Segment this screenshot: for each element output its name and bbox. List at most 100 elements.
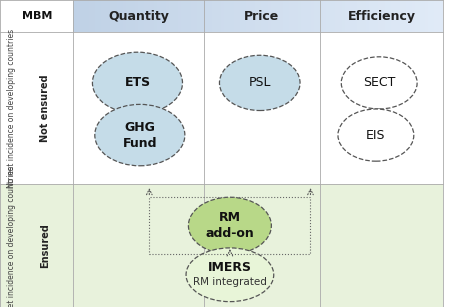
Bar xyxy=(345,0,348,32)
Ellipse shape xyxy=(341,57,417,109)
Bar xyxy=(301,0,304,32)
Bar xyxy=(172,0,175,32)
Bar xyxy=(110,0,113,32)
Bar xyxy=(119,0,123,32)
Bar xyxy=(286,0,289,32)
Text: GHG
Fund: GHG Fund xyxy=(123,121,157,150)
Text: Efficiency: Efficiency xyxy=(347,10,416,23)
Bar xyxy=(215,0,218,32)
Bar xyxy=(292,0,295,32)
Bar xyxy=(431,0,434,32)
Text: RM
add-on: RM add-on xyxy=(206,211,254,240)
Bar xyxy=(113,0,117,32)
Text: MBM: MBM xyxy=(21,11,52,21)
Bar xyxy=(98,0,101,32)
Bar xyxy=(394,0,397,32)
Ellipse shape xyxy=(338,109,414,161)
Bar xyxy=(141,0,144,32)
Bar xyxy=(419,0,422,32)
Bar xyxy=(412,0,415,32)
Bar xyxy=(295,0,299,32)
Text: No net incidence on developing countries: No net incidence on developing countries xyxy=(8,29,16,188)
Bar xyxy=(234,0,237,32)
Bar xyxy=(160,0,163,32)
Bar xyxy=(410,0,412,32)
Bar xyxy=(228,0,230,32)
Bar xyxy=(147,0,150,32)
Bar xyxy=(154,0,156,32)
Bar xyxy=(406,0,409,32)
Bar xyxy=(138,0,141,32)
Text: Ensured: Ensured xyxy=(40,223,50,268)
Bar xyxy=(206,0,209,32)
Bar xyxy=(283,0,286,32)
Bar xyxy=(332,0,336,32)
Text: PSL: PSL xyxy=(248,76,271,89)
Text: No net incidence on developing countries: No net incidence on developing countries xyxy=(8,166,16,307)
Bar xyxy=(378,0,382,32)
Bar xyxy=(415,0,419,32)
Bar xyxy=(169,0,172,32)
Bar xyxy=(262,0,264,32)
Bar xyxy=(246,0,249,32)
Ellipse shape xyxy=(95,104,185,166)
Bar xyxy=(132,0,135,32)
Bar xyxy=(0,32,443,184)
Bar xyxy=(149,197,310,254)
Bar xyxy=(320,0,323,32)
Bar xyxy=(336,0,338,32)
Text: EIS: EIS xyxy=(366,129,386,142)
Bar xyxy=(95,0,98,32)
Bar xyxy=(351,0,354,32)
Bar xyxy=(304,0,308,32)
Bar xyxy=(144,0,147,32)
Bar xyxy=(258,0,262,32)
Ellipse shape xyxy=(188,197,271,254)
Text: Quantity: Quantity xyxy=(108,10,169,23)
Bar xyxy=(388,0,391,32)
Bar xyxy=(311,0,314,32)
Bar xyxy=(385,0,388,32)
Bar xyxy=(73,0,76,32)
Bar xyxy=(212,0,215,32)
Bar xyxy=(299,0,301,32)
Text: Price: Price xyxy=(244,10,280,23)
Text: ETS: ETS xyxy=(124,76,151,89)
Bar xyxy=(221,0,224,32)
Bar xyxy=(135,0,138,32)
Bar xyxy=(428,0,431,32)
Bar xyxy=(267,0,271,32)
Bar xyxy=(354,0,357,32)
Bar xyxy=(166,0,169,32)
Bar xyxy=(126,0,129,32)
Bar xyxy=(375,0,378,32)
Bar xyxy=(373,0,375,32)
Bar xyxy=(308,0,311,32)
Bar xyxy=(329,0,332,32)
Bar xyxy=(314,0,317,32)
Bar xyxy=(156,0,160,32)
Bar xyxy=(76,0,80,32)
Bar xyxy=(240,0,243,32)
Ellipse shape xyxy=(186,248,274,301)
Bar xyxy=(191,0,193,32)
Bar xyxy=(101,0,104,32)
Text: Not ensured: Not ensured xyxy=(40,74,50,142)
Bar xyxy=(369,0,373,32)
Bar xyxy=(341,0,345,32)
Bar xyxy=(440,0,443,32)
Bar xyxy=(181,0,184,32)
Bar xyxy=(203,0,206,32)
Bar xyxy=(382,0,385,32)
Bar xyxy=(231,0,234,32)
Text: RM integrated: RM integrated xyxy=(193,278,267,287)
Bar xyxy=(277,0,280,32)
Bar xyxy=(249,0,252,32)
Bar xyxy=(187,0,191,32)
Text: IMERS: IMERS xyxy=(208,261,252,274)
Bar xyxy=(326,0,329,32)
Bar xyxy=(184,0,187,32)
Bar xyxy=(86,0,89,32)
Bar xyxy=(175,0,178,32)
Text: SECT: SECT xyxy=(363,76,395,89)
